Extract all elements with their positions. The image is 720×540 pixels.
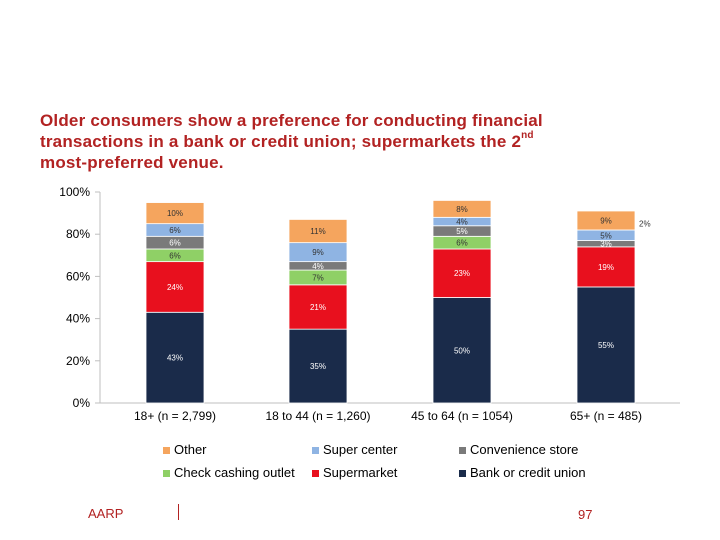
legend-swatch [163, 447, 170, 454]
data-label: 35% [310, 362, 326, 371]
title-superscript: nd [521, 130, 534, 141]
bar-segment [145, 261, 205, 313]
legend-label: Supermarket [323, 465, 398, 480]
data-label: 11% [310, 227, 325, 236]
bar-segment [145, 202, 205, 225]
footer-org: AARP [88, 506, 124, 521]
title-line-1: Older consumers show a preference for co… [40, 111, 543, 130]
data-label: 6% [169, 251, 181, 260]
legend-label: Convenience store [470, 442, 578, 457]
title-line-3: most-preferred venue. [40, 153, 224, 172]
data-label: 55% [598, 341, 614, 350]
legend-swatch [312, 447, 319, 454]
legend-label: Check cashing outlet [174, 465, 295, 480]
data-label: 6% [169, 226, 181, 235]
y-tick-label: 80% [66, 227, 90, 241]
data-label: 9% [312, 248, 324, 257]
legend-swatch [459, 447, 466, 454]
data-label: 4% [456, 218, 468, 227]
bar-segment [576, 210, 636, 231]
y-tick-label: 100% [59, 185, 90, 199]
data-label: 6% [456, 239, 468, 248]
y-tick-label: 20% [66, 354, 90, 368]
data-label: 5% [600, 231, 612, 240]
data-label: 3% [600, 240, 612, 249]
bar-segment [145, 311, 205, 404]
legend-label: Super center [323, 442, 398, 457]
bar-segment [432, 248, 492, 298]
bar-segment [288, 219, 348, 244]
bar-segment [576, 246, 636, 288]
data-label: 4% [312, 262, 324, 271]
data-label: 10% [167, 209, 183, 218]
data-label: 6% [169, 239, 181, 248]
legend-label: Bank or credit union [470, 465, 586, 480]
x-tick-label: 18 to 44 (n = 1,260) [265, 409, 370, 423]
x-tick-label: 45 to 64 (n = 1054) [411, 409, 513, 423]
legend-swatch [459, 470, 466, 477]
x-tick-label: 18+ (n = 2,799) [134, 409, 216, 423]
data-label: 8% [456, 205, 468, 214]
y-tick-label: 60% [66, 269, 90, 283]
bar-segment [288, 284, 348, 330]
bar-segment [432, 297, 492, 404]
title-line-2: transactions in a bank or credit union; … [40, 132, 522, 151]
legend-swatch [163, 470, 170, 477]
x-tick-label: 65+ (n = 485) [570, 409, 642, 423]
data-label: 5% [456, 227, 468, 236]
annotation-label: 2% [639, 220, 651, 229]
bar-segment [576, 286, 636, 404]
data-label: 43% [167, 354, 183, 363]
chart-title: Older consumers show a preference for co… [40, 110, 680, 173]
footer-divider [178, 504, 179, 520]
bar-segment [432, 200, 492, 218]
legend-label: Other [174, 442, 207, 457]
data-label: 50% [454, 346, 470, 355]
data-label: 19% [598, 263, 614, 272]
data-label: 24% [167, 283, 183, 292]
data-label: 7% [312, 273, 324, 282]
page-number: 97 [578, 507, 593, 522]
data-label: 23% [454, 269, 470, 278]
data-label: 21% [310, 303, 326, 312]
legend-swatch [312, 470, 319, 477]
data-label: 9% [600, 216, 612, 225]
y-tick-label: 40% [66, 312, 90, 326]
y-tick-label: 0% [73, 396, 91, 410]
